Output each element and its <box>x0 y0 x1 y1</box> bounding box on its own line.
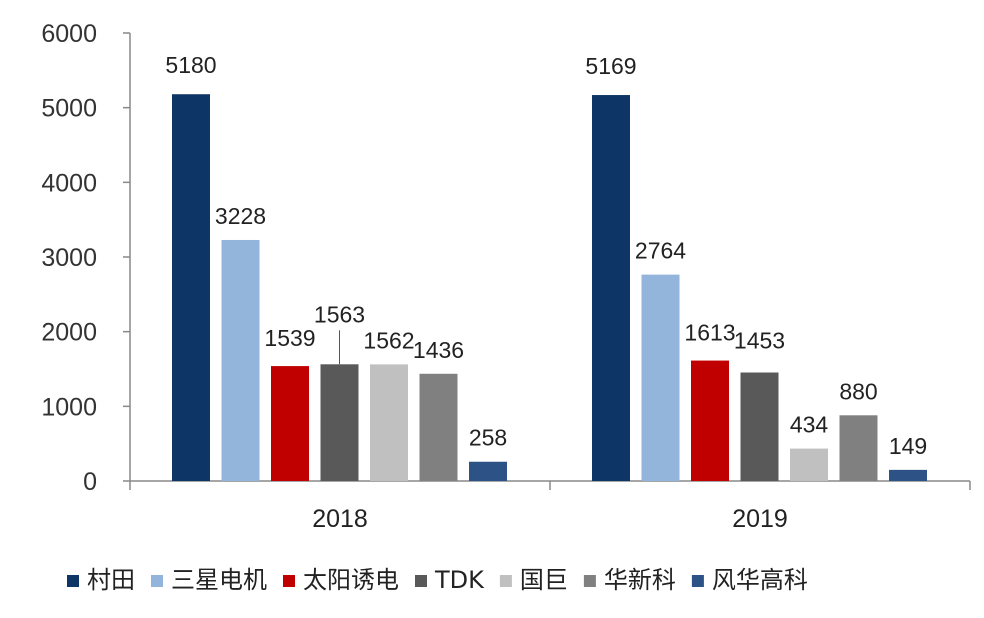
data-label: 3228 <box>215 203 266 229</box>
legend-swatch <box>415 575 427 587</box>
y-tick-label: 5000 <box>41 95 97 123</box>
legend-label: 华新科 <box>604 566 676 594</box>
bar <box>592 95 630 481</box>
x-axis: 2018 2019 <box>129 480 971 533</box>
bar <box>370 364 408 481</box>
data-label: 1563 <box>314 301 365 327</box>
data-label: 1436 <box>413 337 464 363</box>
legend-swatch <box>583 575 596 587</box>
bar <box>172 94 210 481</box>
bar <box>469 461 507 481</box>
y-tick-label: 2000 <box>41 319 97 347</box>
bar <box>790 448 828 481</box>
bar <box>641 274 680 481</box>
data-label: 5169 <box>585 53 636 79</box>
bar <box>691 360 729 481</box>
legend-label: 风华高科 <box>712 566 808 594</box>
legend-swatch <box>151 575 163 587</box>
data-label: 1562 <box>363 327 414 353</box>
bar <box>320 364 359 481</box>
legend-swatch <box>283 575 295 587</box>
data-label: 258 <box>469 425 507 451</box>
y-tick-label: 0 <box>83 468 97 496</box>
legend-swatch <box>691 575 704 587</box>
legend-label: 村田 <box>87 566 135 594</box>
bars <box>172 94 927 481</box>
data-label: 1539 <box>264 325 315 351</box>
data-label: 880 <box>839 378 877 404</box>
data-label: 1453 <box>734 328 785 354</box>
data-label: 149 <box>889 433 927 459</box>
data-label: 434 <box>790 412 829 438</box>
bar <box>419 373 458 481</box>
data-label: 1613 <box>684 320 735 346</box>
y-axis: 0 1000 2000 3000 4000 5000 6000 <box>41 20 131 496</box>
bar <box>839 415 878 481</box>
x-category-label: 2019 <box>732 505 788 533</box>
y-tick-label: 4000 <box>41 169 97 197</box>
legend: 村田 三星电机 太阳诱电 TDK 国巨 华新科 风华高科 <box>67 566 808 594</box>
bar <box>889 469 927 481</box>
legend-swatch <box>499 575 512 587</box>
legend-label: 三星电机 <box>171 566 267 594</box>
data-labels: 5180322815391563156214362585169276416131… <box>165 52 927 459</box>
y-tick-label: 1000 <box>41 393 97 421</box>
legend-label: TDK <box>434 566 485 594</box>
bar <box>740 372 779 481</box>
bar <box>221 239 260 481</box>
legend-label: 太阳诱电 <box>303 566 399 594</box>
x-category-label: 2018 <box>312 505 368 533</box>
y-tick-label: 3000 <box>41 244 97 272</box>
bar <box>271 366 309 481</box>
data-label: 2764 <box>635 238 686 264</box>
data-label: 5180 <box>165 52 216 78</box>
y-tick-label: 6000 <box>41 20 97 48</box>
legend-label: 国巨 <box>520 566 568 594</box>
legend-swatch <box>67 575 79 587</box>
